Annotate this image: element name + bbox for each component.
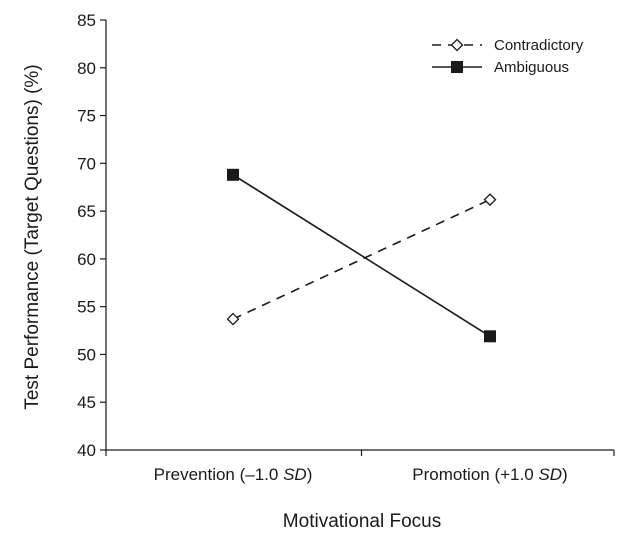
data-point <box>227 168 239 181</box>
legend-item: Contradictory <box>432 37 584 54</box>
series-layer <box>226 168 497 343</box>
x-tick-label: Promotion (+1.0 SD) <box>412 465 567 484</box>
data-point <box>484 330 496 343</box>
legend-label: Ambiguous <box>494 59 569 76</box>
legend-item: Ambiguous <box>432 59 569 76</box>
y-tick-label: 45 <box>77 393 96 412</box>
series-ambiguous <box>227 168 496 343</box>
data-point <box>226 312 240 326</box>
series-line <box>232 198 491 320</box>
series-line <box>232 174 491 337</box>
y-tick-label: 70 <box>77 154 96 173</box>
series-contradictory <box>226 193 497 326</box>
y-tick-label: 55 <box>77 298 96 317</box>
legend-marker <box>450 38 464 52</box>
y-axis-title: Test Performance (Target Questions) (%) <box>22 64 43 409</box>
y-tick-label: 60 <box>77 250 96 269</box>
y-tick-label: 65 <box>77 202 96 221</box>
x-axis: Prevention (–1.0 SD) Promotion (+1.0 SD) <box>105 449 615 484</box>
y-tick-label: 40 <box>77 441 96 460</box>
x-tick-label: Prevention (–1.0 SD) <box>154 465 313 484</box>
y-tick-label: 85 <box>77 11 96 30</box>
legend-label: Contradictory <box>494 37 584 54</box>
y-tick-label: 50 <box>77 345 96 364</box>
legend: Contradictory Ambiguous <box>432 37 584 76</box>
y-axis: 40 45 50 55 60 65 70 75 80 85 <box>77 11 107 460</box>
data-point <box>483 193 497 207</box>
x-axis-title: Motivational Focus <box>283 511 441 532</box>
legend-marker <box>451 61 463 73</box>
y-tick-label: 75 <box>77 107 96 126</box>
y-tick-label: 80 <box>77 59 96 78</box>
